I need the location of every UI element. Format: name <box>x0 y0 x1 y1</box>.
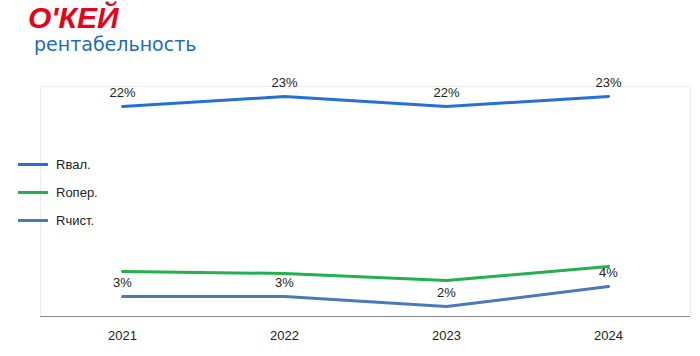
html-text:Rопер.: Rопер. <box>56 184 98 200</box>
svg-text:22%: 22% <box>433 85 459 100</box>
svg-text:23%: 23% <box>595 75 621 90</box>
svg-text:22%: 22% <box>109 85 135 100</box>
svg-text:2024: 2024 <box>594 328 623 343</box>
svg-text:23%: 23% <box>271 75 297 90</box>
html-text:Rчист.: Rчист. <box>56 212 95 228</box>
html-text:Rвал.: Rвал. <box>56 156 91 172</box>
svg-text:3%: 3% <box>113 275 132 290</box>
svg-text:2022: 2022 <box>270 328 299 343</box>
svg-text:2023: 2023 <box>432 328 461 343</box>
svg-text:2021: 2021 <box>108 328 137 343</box>
svg-text:4%: 4% <box>599 265 618 280</box>
html-text:О'КЕЙ: О'КЕЙ <box>28 1 119 34</box>
svg-text:3%: 3% <box>275 275 294 290</box>
svg-text:2%: 2% <box>437 285 456 300</box>
html-text:рентабельность: рентабельность <box>34 33 197 55</box>
